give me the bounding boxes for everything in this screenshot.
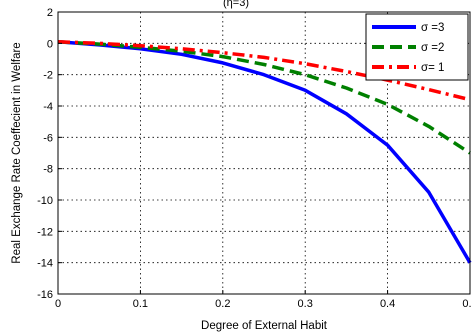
series-line-1 [57, 40, 472, 264]
x-axis-label: Degree of External Habit [201, 320, 328, 332]
x-tick-label: 0.4 [380, 298, 395, 310]
y-tick-label: 0 [47, 38, 53, 50]
x-tick-label: 0 [55, 298, 61, 310]
y-tick-label: -14 [37, 258, 53, 270]
legend-label: σ= 1 [421, 62, 444, 74]
x-tick-label: 0.2 [215, 298, 230, 310]
y-tick-label: -6 [43, 132, 53, 144]
x-tick-label: 0.5 [462, 298, 472, 310]
series-line-3 [57, 40, 471, 102]
grid [58, 12, 470, 294]
chart-title: (η=3) [223, 0, 249, 9]
y-tick-label: -10 [37, 195, 53, 207]
y-axis-label: Real Exchange Rate Coeffecient in Welfar… [11, 42, 23, 263]
x-axis-ticks: 0 0.1 0.2 0.3 0.4 0.5 [55, 290, 472, 310]
series-line-2 [57, 40, 471, 155]
y-tick-label: -12 [37, 226, 53, 238]
y-tick-label: -16 [37, 289, 53, 301]
y-tick-label: -4 [43, 101, 53, 113]
y-tick-label: 2 [47, 7, 53, 19]
series-lines [57, 40, 472, 264]
legend: σ =3 σ =2 σ= 1 [365, 13, 469, 81]
plot-frame [57, 11, 471, 295]
y-tick-label: -2 [43, 70, 53, 82]
x-tick-label: 0.1 [133, 298, 148, 310]
y-axis-ticks: 2 0 -2 -4 -6 -8 -10 -12 -14 -16 [37, 7, 62, 301]
x-tick-label: 0.3 [298, 298, 313, 310]
legend-label: σ =3 [421, 22, 444, 34]
y-tick-label: -8 [43, 164, 53, 176]
legend-label: σ =2 [421, 42, 444, 54]
